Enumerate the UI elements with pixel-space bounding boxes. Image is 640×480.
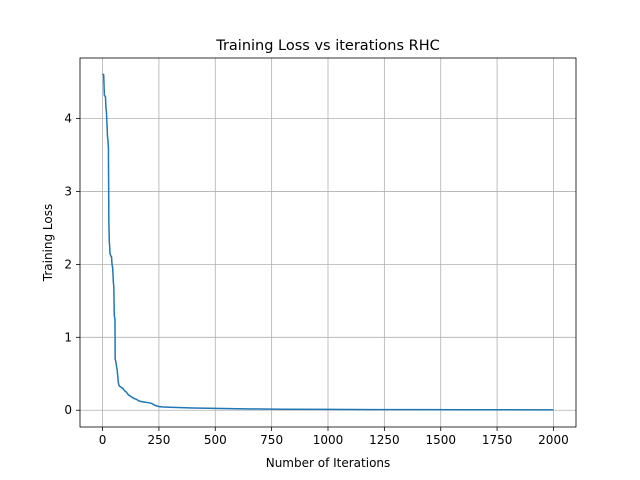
- x-tick-label: 750: [260, 433, 283, 447]
- y-tick-label: 3: [64, 184, 72, 198]
- y-axis-label: Training Loss: [41, 204, 55, 282]
- x-axis-label: Number of Iterations: [266, 456, 391, 470]
- y-tick-label: 2: [64, 257, 72, 271]
- x-tick-label: 250: [147, 433, 170, 447]
- axes-ticks: 0 250 500 750 1000 1250 1500 1750 2000 0 1 2 3 4: [64, 112, 568, 447]
- x-tick-label: 0: [99, 433, 107, 447]
- x-tick-label: 1750: [482, 433, 513, 447]
- y-tick-label: 4: [64, 112, 72, 126]
- x-tick-label: 500: [204, 433, 227, 447]
- y-tick-label: 0: [64, 403, 72, 417]
- y-tick-label: 1: [64, 330, 72, 344]
- x-tick-label: 1250: [369, 433, 400, 447]
- plot-area: [102, 73, 554, 411]
- grid: [80, 58, 576, 427]
- chart-title: Training Loss vs iterations RHC: [215, 38, 440, 54]
- x-tick-label: 1000: [313, 433, 344, 447]
- x-tick-label: 1500: [425, 433, 456, 447]
- x-tick-label: 2000: [538, 433, 569, 447]
- training-loss-line: [102, 73, 554, 411]
